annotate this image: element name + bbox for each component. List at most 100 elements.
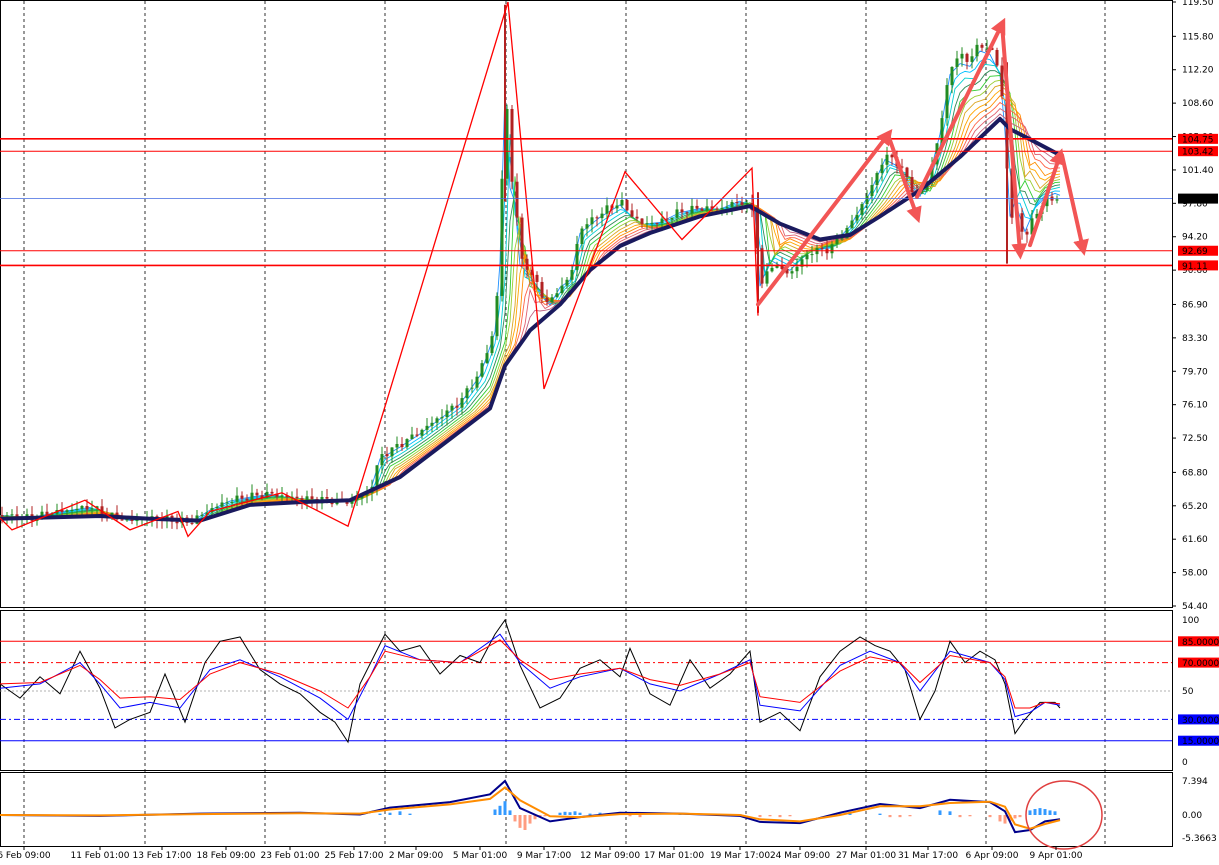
macd-histogram-bar — [388, 812, 392, 815]
macd-histogram-bar — [938, 810, 942, 815]
osc-level-tag-1 — [1178, 657, 1219, 668]
candle-body — [230, 501, 234, 503]
level-tag-0 — [1178, 133, 1218, 144]
macd-histogram-bar — [908, 815, 912, 817]
candle-body — [555, 293, 559, 298]
candle-body — [295, 496, 299, 499]
candle-body — [505, 108, 509, 179]
candle-body — [5, 515, 9, 517]
candle-body — [740, 202, 744, 205]
candle-body — [605, 205, 609, 214]
macd-histogram-bar — [848, 812, 852, 815]
annotation-arrow-4 — [1028, 148, 1065, 248]
candle-body — [880, 164, 884, 174]
candle-body — [890, 154, 894, 158]
candle-body — [40, 511, 44, 517]
price-tick-label: 54.40 — [1182, 602, 1208, 612]
candle-body — [350, 500, 354, 504]
ribbon-ma-4 — [0, 75, 1061, 523]
macd-histogram-bar — [513, 815, 517, 822]
candle-body — [70, 509, 74, 511]
candle-body — [560, 285, 564, 294]
candle-body — [850, 220, 854, 228]
price-tick-label: 86.90 — [1182, 300, 1208, 310]
candle-body — [985, 47, 989, 49]
candle-body — [585, 224, 589, 229]
candle-body — [1000, 65, 1004, 96]
macd-histogram-bar — [498, 805, 502, 815]
candle-body — [510, 108, 514, 182]
macd-histogram-bar — [1048, 810, 1052, 815]
candle-body — [785, 268, 789, 274]
macd-histogram-bar — [638, 815, 642, 818]
macd-histogram-bar — [1043, 809, 1047, 815]
x-axis-label: 18 Feb 09:00 — [196, 851, 255, 861]
level-tag-3 — [1178, 260, 1218, 271]
candle-body — [640, 218, 644, 224]
candle-body — [235, 495, 239, 502]
candle-body — [645, 223, 649, 225]
macd-histogram-bar — [508, 810, 512, 815]
candle-body — [500, 178, 504, 296]
x-axis-label: 2 Mar 09:00 — [389, 851, 444, 861]
candle-body — [975, 44, 979, 57]
x-axis-label: 25 Feb 17:00 — [324, 851, 383, 861]
candle-body — [465, 388, 469, 399]
candle-body — [580, 228, 584, 244]
candle-body — [725, 206, 729, 208]
ribbon-ma-2 — [0, 63, 1061, 523]
price-tick-label: 68.80 — [1182, 468, 1208, 478]
level-tag-label: 104.75 — [1182, 135, 1214, 145]
macd-histogram-bar — [628, 815, 632, 817]
macd-histogram-bar — [988, 815, 992, 818]
candle-body — [870, 185, 874, 196]
level-tag-2 — [1178, 245, 1218, 256]
x-axis-label: 31 Mar 17:00 — [898, 851, 958, 861]
candle-body — [0, 515, 4, 517]
osc-level-tag-3 — [1178, 735, 1219, 746]
price-tick-label: 101.40 — [1182, 166, 1214, 176]
price-tick-label: 97.80 — [1182, 199, 1208, 209]
macd-histogram-bar — [523, 815, 527, 831]
candle-body — [120, 519, 124, 521]
macd-histogram-bar — [558, 812, 562, 815]
candle-body — [1030, 218, 1034, 235]
osc-level-tag-0 — [1178, 636, 1219, 647]
macd-histogram-bar — [1013, 815, 1017, 819]
candle-body — [730, 202, 734, 207]
candle-body — [720, 207, 724, 210]
candle-body — [425, 425, 429, 430]
macd-histogram-bar — [543, 815, 547, 817]
candle-body — [50, 513, 54, 517]
candle-body — [395, 443, 399, 448]
level-tag-label: 91.11 — [1182, 262, 1208, 272]
x-axis-label: 9 Mar 17:00 — [517, 851, 572, 861]
candle-body — [570, 269, 574, 280]
candle-body — [300, 498, 304, 501]
osc-level-label: 70.0000 — [1182, 659, 1219, 669]
macd-histogram-bar — [898, 815, 902, 818]
ribbon-ma-8 — [0, 95, 1061, 522]
macd-histogram-bar — [778, 815, 782, 818]
candle-body — [965, 53, 969, 62]
candle-body — [875, 173, 879, 186]
level-tag-label: 92.69 — [1182, 247, 1208, 257]
candle-body — [470, 387, 474, 389]
candle-body — [920, 189, 924, 194]
level-tag-label: 103.42 — [1182, 148, 1214, 158]
price-panel-frame — [0, 0, 1173, 608]
candle-body — [620, 200, 624, 206]
candle-body — [770, 267, 774, 272]
candle-body — [375, 465, 379, 488]
candle-body — [385, 454, 389, 457]
candle-body — [525, 258, 529, 270]
macd-histogram-bar — [1053, 811, 1057, 815]
candle-body — [250, 492, 254, 501]
candle-body — [685, 212, 689, 214]
candle-body — [680, 209, 684, 213]
candle-body — [400, 443, 404, 448]
candle-body — [955, 58, 959, 67]
candle-body — [435, 418, 439, 423]
